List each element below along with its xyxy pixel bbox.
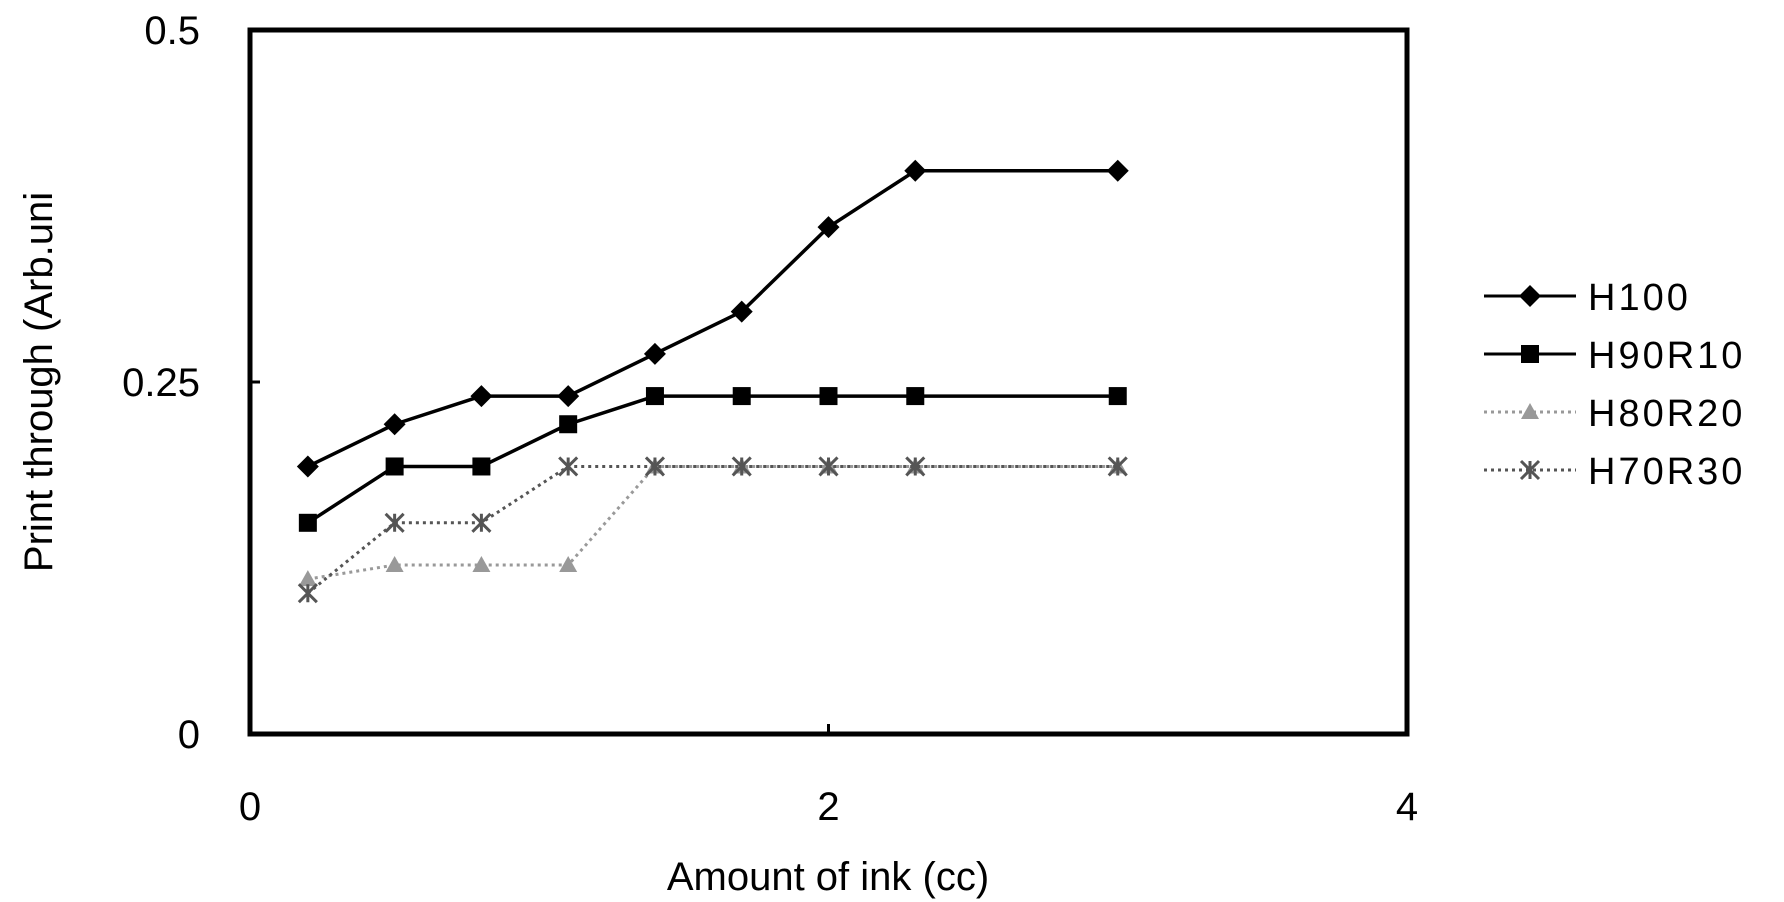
h90r10-point	[472, 457, 491, 476]
series-h90r10	[298, 387, 1127, 532]
h90r10-point	[732, 387, 751, 406]
legend-h100-point	[1519, 285, 1541, 307]
h90r10-line	[306, 394, 1118, 525]
h80r20-point	[472, 556, 491, 573]
axis-ticks: 0 0.25 0.5 0 2 4	[122, 9, 1418, 829]
legend-item-h80r20: H80R20	[1484, 393, 1745, 435]
h80r20-line	[307, 464, 1118, 581]
y-axis-title: Print through (Arb.uni	[17, 192, 61, 572]
x-axis-title: Amount of ink (cc)	[667, 855, 989, 899]
h70r30-point	[905, 456, 926, 477]
h70r30-point	[558, 456, 579, 477]
h100-point	[470, 385, 493, 408]
x-tick-label: 0	[239, 785, 261, 829]
legend: H100 H90R10 H80R20 H70R30	[1484, 277, 1745, 493]
legend-label-h90r10: H90R10	[1588, 335, 1745, 377]
h90r10-point	[645, 387, 664, 406]
h70r30-point	[644, 456, 666, 477]
h90r10-point	[559, 415, 578, 434]
h80r20-point	[559, 556, 578, 573]
h100-point	[557, 385, 580, 408]
h70r30-line	[306, 464, 1118, 595]
y-tick-label: 0	[178, 713, 200, 757]
h90r10-point	[906, 387, 925, 406]
h100-point	[383, 413, 406, 436]
legend-item-h90r10: H90R10	[1484, 335, 1745, 377]
y-tick-label: 0.25	[122, 361, 200, 405]
legend-label-h80r20: H80R20	[1588, 393, 1745, 435]
h100-line	[307, 169, 1118, 469]
plot-area-border	[247, 27, 1410, 737]
h90r10-point	[298, 513, 317, 532]
h100-point	[643, 342, 666, 365]
h80r20-point	[298, 570, 317, 587]
h70r30-point	[384, 512, 405, 533]
h100-point	[1106, 159, 1129, 182]
series-h70r30	[297, 456, 1128, 604]
h100-point	[904, 159, 927, 182]
h100-point	[817, 216, 840, 239]
h90r10-point	[819, 387, 838, 406]
h70r30-point	[471, 512, 492, 533]
legend-item-h100: H100	[1484, 277, 1691, 319]
legend-item-h70r30: H70R30	[1484, 451, 1745, 493]
h70r30-point	[297, 583, 318, 604]
legend-label-h70r30: H70R30	[1588, 451, 1745, 493]
series-layer	[296, 159, 1129, 604]
x-tick-label: 4	[1396, 785, 1418, 829]
h80r20-point	[385, 556, 404, 573]
y-tick-label: 0.5	[144, 9, 200, 53]
legend-h70r30-point	[1519, 459, 1541, 481]
legend-h90r10-point	[1521, 345, 1539, 363]
legend-label-h100: H100	[1588, 277, 1691, 319]
series-h100	[296, 159, 1129, 478]
x-tick-label: 2	[817, 785, 839, 829]
h100-point	[730, 300, 753, 323]
legend-h80r20-point	[1521, 403, 1539, 419]
h90r10-point	[385, 457, 404, 476]
h90r10-point	[1108, 387, 1127, 406]
h100-point	[296, 455, 319, 478]
h70r30-point	[818, 456, 839, 477]
h70r30-point	[1107, 456, 1128, 477]
h70r30-point	[731, 456, 752, 477]
